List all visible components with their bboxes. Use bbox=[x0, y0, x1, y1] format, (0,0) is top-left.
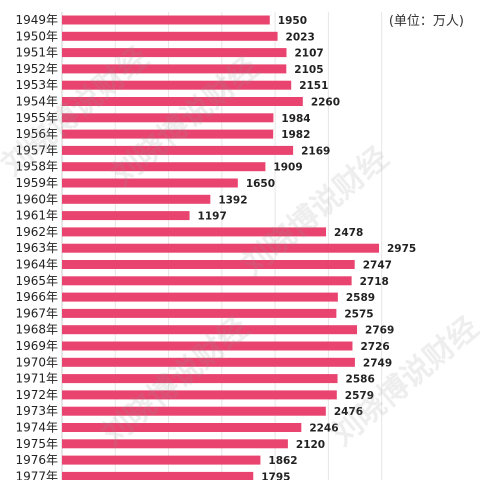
value-label: 1795 bbox=[261, 471, 290, 480]
bar bbox=[62, 227, 327, 237]
bar bbox=[62, 64, 287, 74]
bar bbox=[62, 194, 211, 204]
category-label: 1976年 bbox=[15, 453, 58, 467]
value-label: 1197 bbox=[198, 211, 227, 223]
value-label: 2747 bbox=[363, 260, 392, 272]
category-label: 1973年 bbox=[15, 404, 58, 418]
category-label: 1965年 bbox=[15, 274, 58, 288]
bar bbox=[62, 292, 338, 302]
category-label: 1964年 bbox=[15, 258, 58, 272]
bar bbox=[62, 48, 287, 58]
value-label: 2169 bbox=[301, 145, 330, 157]
category-label: 1959年 bbox=[15, 176, 58, 190]
category-label: 1974年 bbox=[15, 421, 58, 435]
category-label: 1954年 bbox=[15, 95, 58, 109]
category-label: 1957年 bbox=[15, 143, 58, 157]
category-label: 1963年 bbox=[15, 241, 58, 255]
bar bbox=[62, 15, 270, 25]
value-label: 2478 bbox=[334, 227, 363, 239]
bar bbox=[62, 243, 379, 253]
bar bbox=[62, 97, 303, 106]
category-label: 1951年 bbox=[15, 46, 58, 60]
value-label: 1950 bbox=[278, 15, 307, 27]
value-label: 1650 bbox=[246, 178, 275, 190]
category-label: 1949年 bbox=[15, 13, 58, 27]
bar bbox=[62, 276, 352, 286]
bar bbox=[62, 31, 278, 41]
category-label: 1972年 bbox=[15, 388, 58, 402]
category-label: 1955年 bbox=[15, 111, 58, 125]
value-label: 1984 bbox=[281, 113, 310, 125]
value-label: 2246 bbox=[309, 423, 338, 435]
bar bbox=[62, 455, 261, 465]
bar bbox=[62, 113, 274, 123]
bar bbox=[62, 374, 338, 384]
value-label: 2589 bbox=[346, 292, 375, 304]
value-label: 2975 bbox=[387, 243, 416, 255]
value-label: 2749 bbox=[363, 357, 392, 369]
bar bbox=[62, 439, 288, 449]
bar bbox=[62, 325, 358, 335]
bar bbox=[62, 129, 274, 139]
category-label: 1956年 bbox=[15, 127, 58, 141]
value-label: 2105 bbox=[294, 64, 323, 76]
value-label: 1862 bbox=[268, 455, 297, 467]
bar bbox=[62, 260, 355, 269]
value-label: 2260 bbox=[311, 97, 340, 109]
category-label: 1971年 bbox=[15, 372, 58, 386]
bar bbox=[62, 80, 292, 90]
value-label: 2151 bbox=[299, 80, 328, 92]
category-label: 1962年 bbox=[15, 225, 58, 239]
category-label: 1958年 bbox=[15, 160, 58, 174]
bar bbox=[62, 211, 190, 221]
value-label: 1392 bbox=[218, 194, 247, 206]
value-label: 2476 bbox=[334, 406, 363, 418]
bar bbox=[62, 423, 302, 432]
category-label: 1970年 bbox=[15, 355, 58, 369]
category-label: 1969年 bbox=[15, 339, 58, 353]
bar bbox=[62, 406, 326, 416]
value-label: 2579 bbox=[345, 390, 374, 402]
bar bbox=[62, 390, 337, 400]
value-label: 2586 bbox=[346, 374, 375, 386]
value-label: 2769 bbox=[365, 325, 394, 337]
category-label: 1952年 bbox=[15, 62, 58, 76]
bar bbox=[62, 471, 254, 480]
category-label: 1961年 bbox=[15, 209, 58, 223]
value-label: 1982 bbox=[281, 129, 310, 141]
category-label: 1967年 bbox=[15, 306, 58, 320]
category-label: 1968年 bbox=[15, 323, 58, 337]
unit-label: (单位：万人) bbox=[388, 14, 464, 29]
bar bbox=[62, 357, 355, 367]
bar bbox=[62, 178, 238, 188]
bar bbox=[62, 162, 266, 172]
value-label: 1909 bbox=[273, 162, 302, 174]
category-label: 1975年 bbox=[15, 437, 58, 451]
category-label: 1953年 bbox=[15, 78, 58, 92]
category-label: 1977年 bbox=[15, 469, 58, 480]
value-label: 2726 bbox=[360, 341, 389, 353]
value-label: 2718 bbox=[360, 276, 389, 288]
bar bbox=[62, 308, 337, 318]
value-label: 2107 bbox=[295, 48, 324, 60]
category-label: 1950年 bbox=[15, 29, 58, 43]
value-label: 2120 bbox=[296, 439, 325, 451]
bar bbox=[62, 341, 353, 351]
category-label: 1966年 bbox=[15, 290, 58, 304]
value-label: 2023 bbox=[286, 31, 315, 43]
value-label: 2575 bbox=[344, 308, 373, 320]
category-label: 1960年 bbox=[15, 192, 58, 206]
bar bbox=[62, 145, 294, 155]
